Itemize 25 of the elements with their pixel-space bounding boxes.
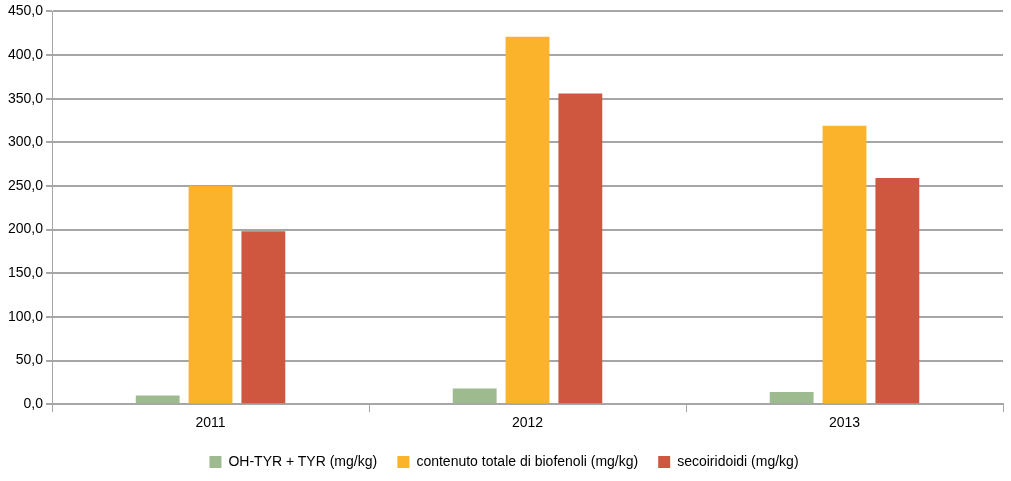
y-tick-label: 150,0 bbox=[7, 264, 44, 281]
bar bbox=[822, 125, 867, 404]
y-tick-label: 100,0 bbox=[7, 307, 44, 324]
bar bbox=[558, 93, 603, 404]
y-tick-label: 300,0 bbox=[7, 133, 44, 150]
legend-label: secoiridoidi (mg/kg) bbox=[677, 452, 799, 469]
y-tick-label: 450,0 bbox=[7, 2, 44, 19]
bar bbox=[505, 36, 550, 404]
bar bbox=[452, 388, 497, 404]
x-tick-label: 2011 bbox=[195, 414, 226, 431]
legend-label: contenuto totale di biofenoli (mg/kg) bbox=[416, 452, 639, 469]
bar bbox=[769, 391, 814, 404]
bar bbox=[241, 231, 286, 404]
y-tick-label: 400,0 bbox=[7, 45, 44, 62]
x-tick-label: 2013 bbox=[828, 414, 861, 431]
bar bbox=[188, 185, 233, 404]
y-tick-label: 50,0 bbox=[15, 351, 44, 368]
y-tick-label: 0,0 bbox=[23, 395, 44, 412]
y-tick-label: 200,0 bbox=[7, 220, 44, 237]
x-tick-label: 2012 bbox=[511, 414, 544, 431]
y-tick-label: 350,0 bbox=[7, 89, 44, 106]
legend-label: OH-TYR + TYR (mg/kg) bbox=[228, 452, 378, 469]
bar bbox=[135, 395, 180, 404]
bar bbox=[875, 178, 920, 404]
y-tick-label: 250,0 bbox=[7, 176, 44, 193]
